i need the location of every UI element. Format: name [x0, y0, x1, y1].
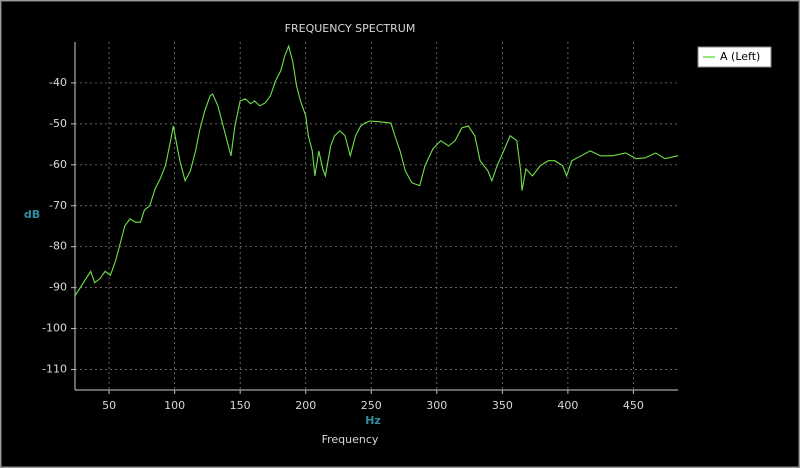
y-axis-unit: dB — [24, 208, 40, 221]
x-tick-label: 50 — [102, 399, 116, 412]
x-tick-label: 250 — [361, 399, 382, 412]
y-tick-label: -40 — [49, 76, 67, 89]
x-tick-label: 200 — [295, 399, 316, 412]
y-tick-label: -90 — [49, 281, 67, 294]
chart-title: FREQUENCY SPECTRUM — [285, 22, 416, 35]
y-tick-label: -80 — [49, 240, 67, 253]
legend-box — [697, 46, 772, 68]
y-tick-label: -100 — [42, 322, 67, 335]
x-tick-label: 100 — [164, 399, 185, 412]
x-tick-label: 400 — [557, 399, 578, 412]
legend-label: A (Left) — [720, 50, 760, 63]
x-axis-label: Frequency — [322, 433, 379, 446]
spectrum-line — [74, 44, 679, 297]
x-axis-unit: Hz — [365, 414, 381, 427]
y-tick-label: -110 — [42, 363, 67, 376]
y-tick-label: -70 — [49, 199, 67, 212]
x-tick-label: 300 — [426, 399, 447, 412]
x-tick-label: 450 — [623, 399, 644, 412]
x-tick-label: 150 — [230, 399, 251, 412]
y-tick-label: -60 — [49, 158, 67, 171]
y-tick-label: -50 — [49, 117, 67, 130]
x-tick-label: 350 — [492, 399, 513, 412]
legend: A (Left) — [697, 46, 772, 68]
